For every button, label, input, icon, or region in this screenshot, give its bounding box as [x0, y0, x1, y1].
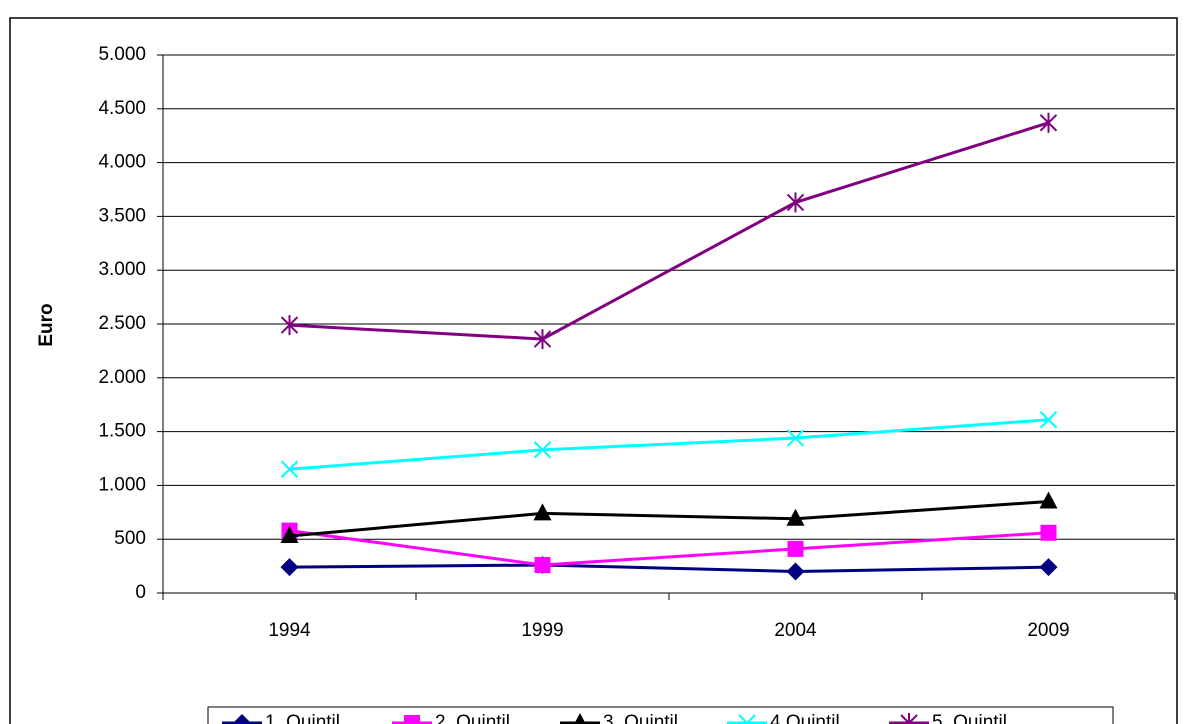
y-tick-label: 4.500: [98, 98, 146, 119]
marker: [280, 558, 299, 577]
series-line: [289, 563, 1049, 573]
marker: [786, 562, 805, 581]
marker: [533, 503, 552, 521]
x-tick-label: 1999: [521, 620, 563, 641]
y-tick-label: 2.500: [98, 313, 146, 334]
marker: [1039, 411, 1058, 429]
y-tick-label: 4.000: [98, 152, 146, 173]
marker: [786, 429, 805, 447]
marker: [1040, 524, 1057, 541]
marker: [1039, 112, 1058, 133]
series-line: [289, 529, 1049, 567]
y-tick-label: 1.000: [98, 474, 146, 495]
y-tick-label: 3.000: [98, 259, 146, 280]
series-line: [289, 418, 1049, 471]
marker: [900, 713, 918, 724]
marker: [786, 508, 805, 526]
x-tick-label: 1994: [268, 620, 311, 641]
legend-box: [207, 706, 1114, 724]
marker: [280, 460, 299, 478]
marker: [738, 714, 756, 724]
x-tick-label: 2004: [774, 620, 817, 641]
y-tick-label: 2.000: [98, 367, 146, 388]
legend: 1. Quintil 2. Quintil 3. Quintil 4.Quintil 5…: [207, 706, 1114, 724]
y-tick-label: 5.000: [98, 44, 146, 65]
marker: [233, 714, 251, 724]
series-line: [289, 500, 1049, 538]
y-tick-label: 500: [114, 528, 146, 549]
x-tick-label: 2009: [1027, 620, 1069, 641]
marker: [1039, 491, 1058, 509]
legend-label: 1. Quintil: [265, 712, 340, 724]
marker: [1039, 558, 1058, 577]
y-axis-label: Euro: [36, 303, 57, 346]
legend-label: 4.Quintil: [770, 712, 840, 724]
marker: [574, 713, 586, 724]
legend-label: 2. Quintil: [435, 712, 510, 724]
marker: [786, 192, 805, 213]
marker: [404, 715, 420, 724]
y-tick-label: 0: [135, 582, 146, 603]
marker: [787, 540, 804, 557]
y-tick-label: 3.500: [98, 205, 146, 226]
series-line: [289, 121, 1049, 341]
marker: [280, 525, 299, 543]
marker: [280, 315, 299, 336]
y-tick-label: 1.500: [98, 421, 146, 442]
legend-label: 5. Quintil: [932, 712, 1007, 724]
marker: [534, 557, 551, 574]
legend-label: 3. Quintil: [603, 712, 678, 724]
marker: [533, 329, 552, 350]
marker: [533, 441, 552, 459]
chart-frame: [9, 17, 1178, 724]
